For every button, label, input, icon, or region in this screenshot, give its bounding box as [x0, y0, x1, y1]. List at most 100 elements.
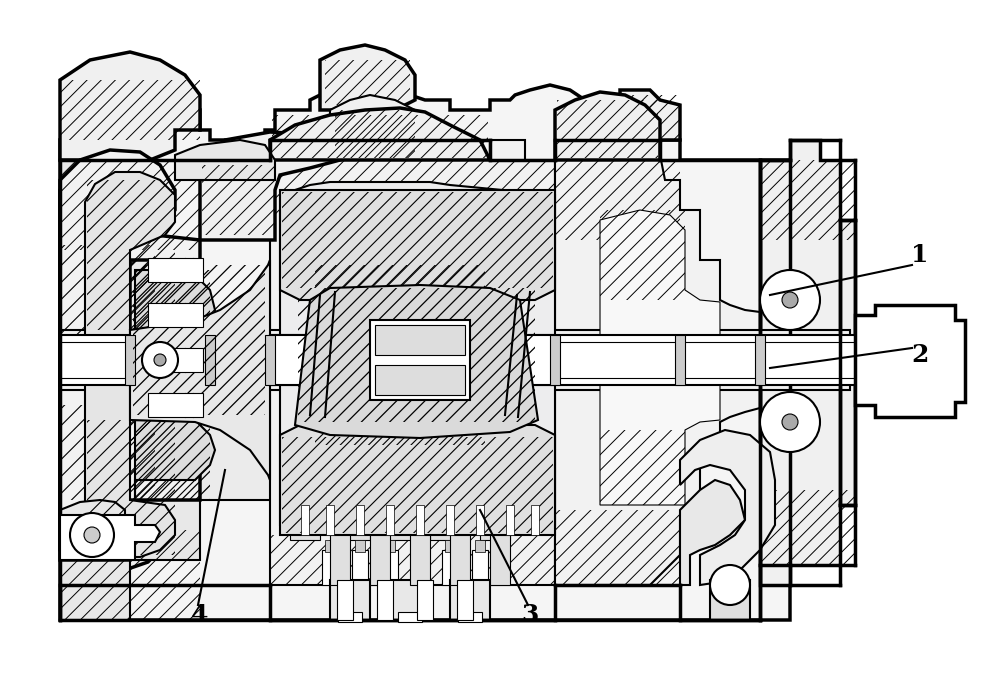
Bar [301, 505, 309, 535]
Polygon shape [60, 75, 790, 620]
Bar [755, 335, 765, 385]
Bar [458, 612, 482, 622]
Polygon shape [555, 92, 660, 160]
Bar [370, 535, 390, 585]
Polygon shape [60, 158, 162, 570]
Circle shape [782, 292, 798, 308]
Bar [398, 612, 422, 622]
Bar [322, 550, 338, 585]
Bar [148, 303, 203, 327]
Polygon shape [330, 95, 420, 160]
Bar [148, 258, 203, 282]
Bar [355, 540, 365, 552]
Circle shape [760, 392, 820, 452]
Bar [377, 580, 393, 620]
Circle shape [154, 354, 166, 366]
Polygon shape [60, 52, 200, 160]
Bar [325, 540, 335, 552]
Polygon shape [280, 190, 555, 300]
Polygon shape [760, 140, 855, 585]
Bar [675, 335, 685, 385]
Polygon shape [310, 260, 490, 465]
Bar [125, 335, 135, 385]
Polygon shape [175, 140, 275, 180]
Polygon shape [680, 480, 745, 585]
Polygon shape [60, 160, 200, 620]
Text: 3: 3 [521, 603, 539, 627]
Polygon shape [135, 420, 215, 500]
Bar [386, 505, 394, 535]
Polygon shape [855, 305, 965, 417]
Polygon shape [200, 132, 340, 240]
Bar [410, 535, 430, 585]
Bar [382, 550, 398, 585]
Polygon shape [270, 140, 555, 585]
Bar [490, 535, 510, 585]
Polygon shape [60, 150, 200, 560]
Polygon shape [600, 210, 720, 505]
Polygon shape [555, 140, 760, 585]
Bar [148, 393, 203, 417]
Bar [356, 505, 364, 535]
Polygon shape [85, 172, 175, 557]
Polygon shape [320, 45, 415, 110]
Polygon shape [130, 260, 270, 480]
Bar [475, 540, 485, 552]
Circle shape [760, 270, 820, 330]
Bar [476, 505, 484, 535]
Bar [480, 190, 510, 280]
Polygon shape [280, 425, 555, 535]
Text: 1: 1 [911, 243, 929, 267]
Bar [480, 450, 510, 540]
Polygon shape [60, 515, 160, 560]
Bar [337, 580, 353, 620]
Bar [290, 190, 320, 280]
Bar [330, 535, 350, 585]
Bar [416, 505, 424, 535]
Bar [430, 450, 460, 540]
Bar [506, 505, 514, 535]
Bar [442, 550, 458, 585]
Circle shape [84, 527, 100, 543]
Circle shape [782, 414, 798, 430]
Bar [370, 320, 470, 400]
Bar [375, 365, 465, 395]
Bar [205, 335, 215, 385]
Circle shape [142, 342, 178, 378]
Bar [60, 330, 850, 390]
Circle shape [70, 513, 114, 557]
Text: 4: 4 [191, 603, 209, 627]
Bar [395, 335, 405, 385]
Bar [531, 505, 539, 535]
Bar [340, 190, 370, 280]
Polygon shape [680, 430, 775, 585]
Bar [412, 550, 428, 585]
Polygon shape [280, 182, 555, 535]
Bar [446, 505, 454, 535]
Bar [430, 190, 460, 280]
Text: 2: 2 [911, 343, 929, 367]
Bar [290, 450, 320, 540]
Bar [450, 535, 470, 585]
Bar [385, 190, 415, 280]
Bar [352, 550, 368, 585]
Bar [265, 335, 275, 385]
Bar [338, 612, 362, 622]
Bar [375, 325, 465, 355]
Polygon shape [270, 108, 490, 160]
Bar [457, 580, 473, 620]
Bar [390, 580, 430, 620]
Bar [326, 505, 334, 535]
Bar [270, 335, 555, 385]
Bar [385, 540, 395, 552]
Bar [472, 550, 488, 585]
Bar [330, 580, 370, 620]
Bar [340, 450, 370, 540]
Bar [550, 335, 560, 385]
Polygon shape [620, 90, 680, 140]
Bar [445, 540, 455, 552]
Bar [148, 348, 203, 372]
Polygon shape [60, 500, 125, 560]
Bar [450, 580, 490, 620]
Bar [710, 580, 750, 620]
